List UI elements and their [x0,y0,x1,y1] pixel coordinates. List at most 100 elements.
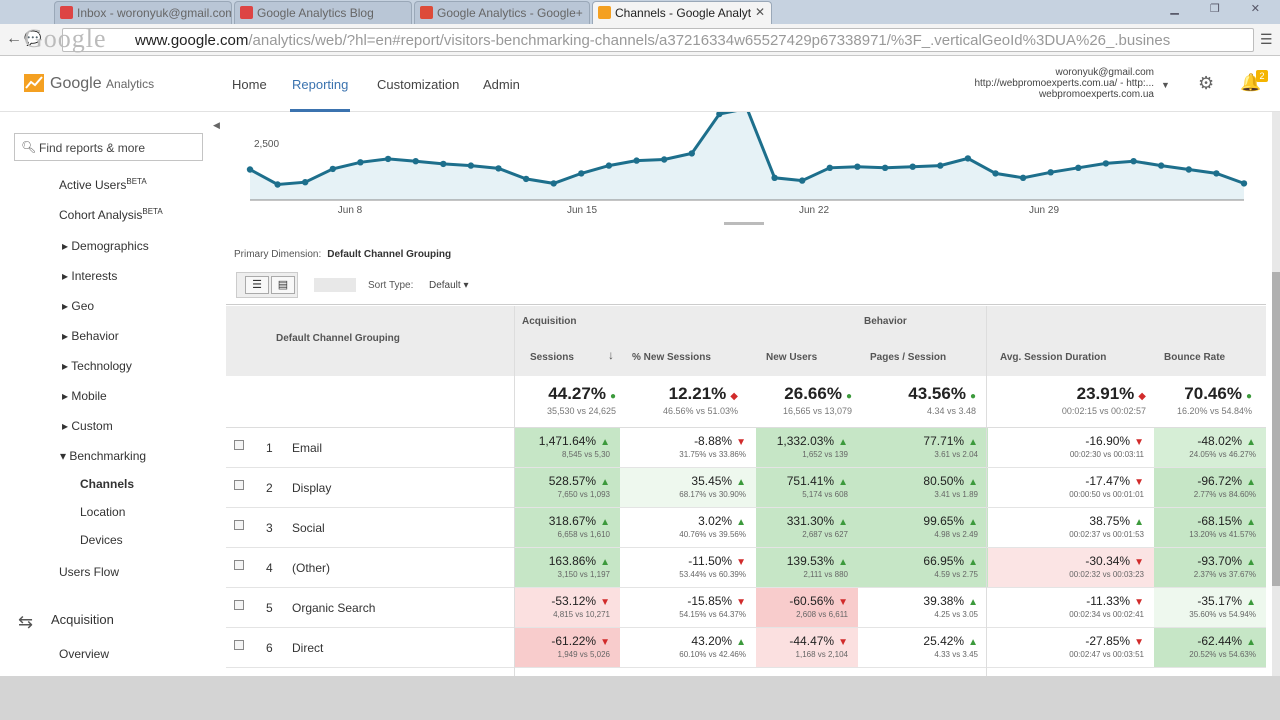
browser-tab-active[interactable]: Channels - Google Analyt ✕ [592,1,772,24]
chart-point[interactable] [1075,164,1082,171]
channel-link[interactable]: Social [292,521,325,535]
chat-icon[interactable]: 💬 [24,30,42,46]
chart-point[interactable] [302,179,309,186]
browser-tab[interactable]: Google Analytics Blog [234,1,412,24]
search-input[interactable]: 🔍︎ Find reports & more [14,133,203,161]
sidebar-item-overview[interactable]: Overview [59,647,110,661]
chart-point[interactable] [1130,158,1137,165]
sidebar-item-custom[interactable]: ▸ Custom [62,419,113,433]
row-checkbox[interactable] [234,640,244,650]
menu-icon[interactable]: ☰ [1260,31,1273,47]
account-selector[interactable]: woronyuk@gmail.com http://webpromoexpert… [974,67,1154,100]
chart-point[interactable] [467,162,475,169]
sidebar-item-benchmarking[interactable]: ▾ Benchmarking [60,449,147,463]
scrollbar-thumb[interactable] [1272,272,1280,586]
channel-link[interactable]: Direct [292,641,324,655]
chart-point[interactable] [605,162,613,169]
table-view-icon[interactable]: ☰ [245,276,269,294]
chart-point[interactable] [909,163,916,170]
chart-point[interactable] [522,175,530,183]
row-checkbox[interactable] [234,480,244,490]
chart-point[interactable] [384,155,392,163]
chart-point[interactable] [1102,160,1110,167]
chart-point[interactable] [329,165,336,173]
chart-point[interactable] [771,174,778,181]
chart-point[interactable] [881,164,889,171]
window-controls[interactable]: ▁ ❐ ✕ [1170,3,1274,15]
chart-point[interactable] [854,163,861,170]
channel-link[interactable]: (Other) [292,561,331,575]
chart-point[interactable] [1047,169,1054,176]
collapse-sidebar-icon[interactable]: ◀ [213,120,220,130]
chart-point[interactable] [1019,174,1027,181]
sidebar-item-location[interactable]: Location [80,505,126,519]
channel-link[interactable]: Email [292,441,323,455]
col-new-sessions[interactable]: % New Sessions [632,352,711,363]
sidebar-item-users-flow[interactable]: Users Flow [59,565,120,579]
bell-icon[interactable]: 🔔 [1240,73,1262,92]
nav-home[interactable]: Home [232,77,267,92]
sidebar-item-geo[interactable]: ▸ Geo [62,299,95,313]
chart-point[interactable] [412,158,419,165]
sidebar-item-active-users[interactable]: Active UsersBETA [59,177,147,192]
chart-point[interactable] [688,150,695,157]
chart-point[interactable] [357,159,364,166]
chart-point[interactable] [661,156,668,163]
scrollbar[interactable] [1272,112,1280,676]
sidebar-item-cohort-analysis[interactable]: Cohort AnalysisBETA [59,207,163,222]
chart-point[interactable] [937,162,944,169]
chevron-down-icon[interactable]: ▼ [1161,80,1170,90]
back-icon[interactable]: ← [6,30,22,47]
channel-link[interactable]: Display [292,481,332,495]
chart-point[interactable] [964,155,972,162]
sidebar-item-interests[interactable]: ▸ Interests [62,269,118,283]
comparison-view-icon[interactable]: ▤ [271,276,295,294]
nav-customization[interactable]: Customization [377,77,460,92]
col-bounce-rate[interactable]: Bounce Rate [1164,352,1226,363]
sidebar-item-devices[interactable]: Devices [80,533,123,547]
chart-point[interactable] [440,160,447,168]
sidebar-item-acquisition[interactable]: Acquisition [51,612,114,627]
chart-point[interactable] [1213,170,1220,177]
chart-point[interactable] [799,177,806,184]
nav-admin[interactable]: Admin [483,77,520,92]
chart-point[interactable] [550,180,557,187]
sidebar-item-mobile[interactable]: ▸ Mobile [62,389,107,403]
sidebar-item-channels[interactable]: Channels [80,477,135,491]
chart-point[interactable] [246,166,254,173]
chart-point[interactable] [495,165,502,172]
chart-resize-handle[interactable] [724,222,764,225]
sidebar-item-technology[interactable]: ▸ Technology [62,359,132,373]
chart-point[interactable] [1158,162,1165,169]
row-checkbox[interactable] [234,600,244,610]
sort-type-select[interactable]: Default ▾ [429,280,469,291]
nav-reporting[interactable]: Reporting [292,77,349,92]
sidebar-item-demographics[interactable]: ▸ Demographics [62,239,149,253]
browser-tab[interactable]: Inbox - woronyuk@gmail.com [54,1,232,24]
dimension-header[interactable]: Default Channel Grouping [276,333,400,344]
row-checkbox[interactable] [234,560,244,570]
chart-point[interactable] [1185,166,1192,173]
browser-tab[interactable]: Google Analytics - Google+ [414,1,590,24]
row-checkbox[interactable] [234,440,244,450]
col-sessions[interactable]: Sessions [530,352,574,363]
col-avg-session-duration[interactable]: Avg. Session Duration [1000,352,1107,363]
col-new-users[interactable]: New Users [766,352,818,363]
sidebar-item-behavior[interactable]: ▸ Behavior [62,329,119,343]
chart-point[interactable] [716,112,723,118]
gear-icon[interactable]: ⚙ [1198,73,1215,93]
chart-point[interactable] [1240,180,1248,187]
secondary-dimension-button[interactable] [314,278,356,292]
chart-point[interactable] [633,157,640,164]
channel-link[interactable]: Organic Search [292,601,376,615]
url-field[interactable]: www.google.com/analytics/web/?hl=en#repo… [62,28,1254,52]
chart-point[interactable] [578,170,585,177]
close-tab-icon[interactable]: ✕ [754,5,765,19]
chart-point[interactable] [992,170,999,177]
primary-dimension-value[interactable]: Default Channel Grouping [327,249,452,260]
col-pages-session[interactable]: Pages / Session [870,352,947,363]
chart-point[interactable] [274,181,281,188]
row-checkbox[interactable] [234,520,244,530]
sort-desc-icon[interactable]: ↓ [608,348,614,362]
chart-point[interactable] [826,164,833,171]
